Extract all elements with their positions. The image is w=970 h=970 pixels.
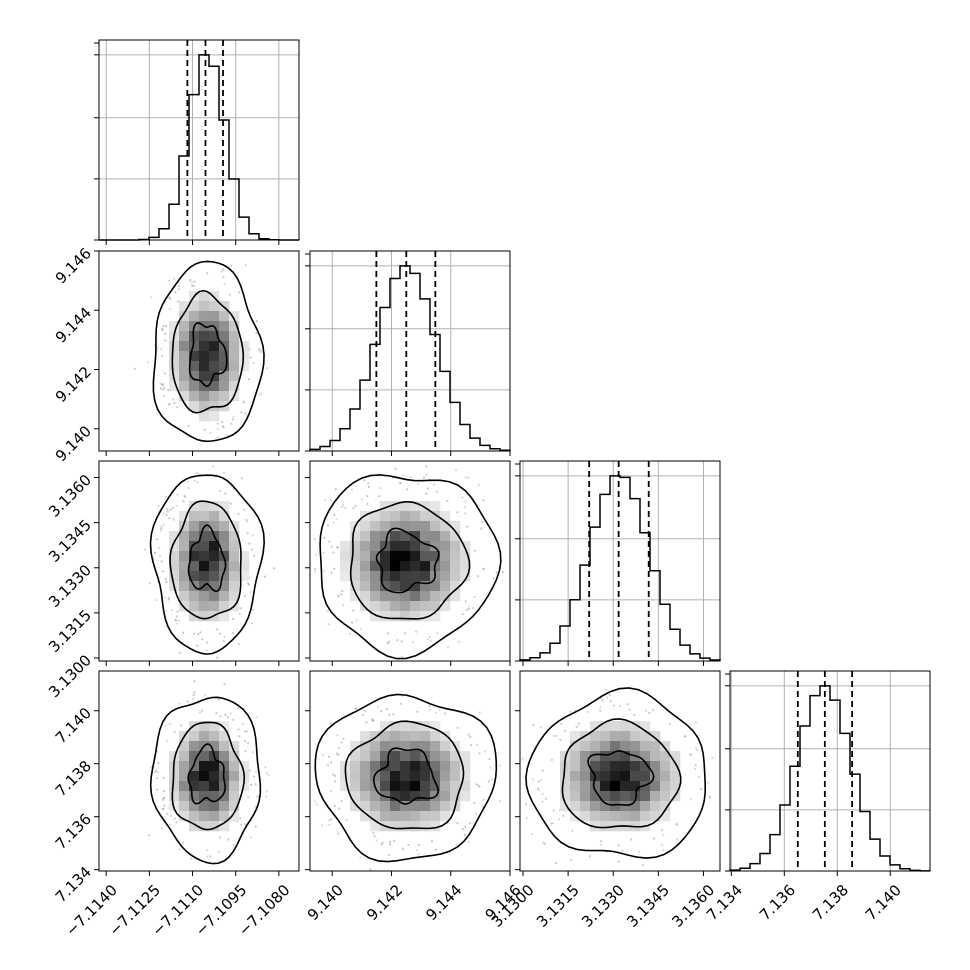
histogram-steps-1 <box>99 54 300 241</box>
histogram-panel-2 <box>305 250 511 456</box>
contour-3 <box>149 696 262 865</box>
panel-frame <box>98 460 300 662</box>
histogram-panel-4 <box>725 670 931 876</box>
scatter-panel-4-3 <box>515 670 721 876</box>
histogram-panel-1 <box>94 39 300 245</box>
contour-3 <box>319 474 502 660</box>
scatter-panel-2-1 <box>94 250 300 456</box>
contour-2 <box>344 720 465 830</box>
x-tick-label: 7.140 <box>862 881 905 924</box>
panel-frame <box>98 670 300 872</box>
panel-frame <box>309 460 511 662</box>
y-tick-label: 3.1315 <box>45 606 95 656</box>
histogram-panel-3 <box>515 460 721 666</box>
y-tick-label: 7.136 <box>52 810 95 853</box>
histogram-steps-4 <box>729 685 931 872</box>
panel-frame <box>309 250 511 452</box>
contour-3 <box>314 693 498 863</box>
panel-frame <box>309 670 511 872</box>
contour-1 <box>372 747 439 805</box>
contour-1 <box>375 527 440 594</box>
x-tick-label: 7.138 <box>809 881 852 924</box>
x-tick-label: 3.1345 <box>623 881 673 931</box>
contour-1 <box>187 743 226 805</box>
x-tick-label: 9.142 <box>363 881 406 924</box>
contour-2 <box>561 718 682 829</box>
contour-2 <box>171 721 246 831</box>
panel-frame <box>98 39 300 241</box>
x-tick-label: 9.144 <box>422 881 465 924</box>
contour-2 <box>169 500 242 620</box>
y-tick-label: 3.1345 <box>45 516 95 566</box>
panel-frame <box>519 460 721 662</box>
contour-3 <box>525 687 707 859</box>
y-tick-label: 3.1330 <box>45 561 95 611</box>
y-tick-label: 7.140 <box>52 704 95 747</box>
contour-2 <box>171 289 245 414</box>
contour-3 <box>149 474 266 655</box>
panel-frame <box>519 670 721 872</box>
x-tick-label: 3.1330 <box>578 881 628 931</box>
contour-1 <box>188 322 228 388</box>
y-tick-label: 9.140 <box>52 422 95 465</box>
contour-3 <box>152 260 265 443</box>
scatter-panel-3-2 <box>305 460 511 666</box>
scatter-panel-3-1 <box>94 460 300 666</box>
scatter-panel-4-1 <box>94 670 300 876</box>
panel-frame <box>98 250 300 452</box>
contour-2 <box>349 500 471 620</box>
contour-1 <box>587 750 655 806</box>
scatter-panel-4-2 <box>305 670 511 876</box>
contour-1 <box>187 524 227 593</box>
panel-frame <box>729 670 931 872</box>
x-tick-label: 7.136 <box>756 881 799 924</box>
y-tick-label: 9.142 <box>52 363 95 406</box>
y-tick-label: 7.138 <box>52 757 95 800</box>
y-tick-label: 9.144 <box>52 304 95 347</box>
y-tick-label: 3.1300 <box>45 651 95 701</box>
y-tick-label: 9.146 <box>52 244 95 287</box>
histogram-steps-2 <box>309 265 511 451</box>
x-tick-label: 9.140 <box>304 881 347 924</box>
histogram-steps-3 <box>519 475 721 661</box>
y-tick-label: 3.1360 <box>45 471 95 521</box>
x-tick-label: 3.1315 <box>533 881 583 931</box>
